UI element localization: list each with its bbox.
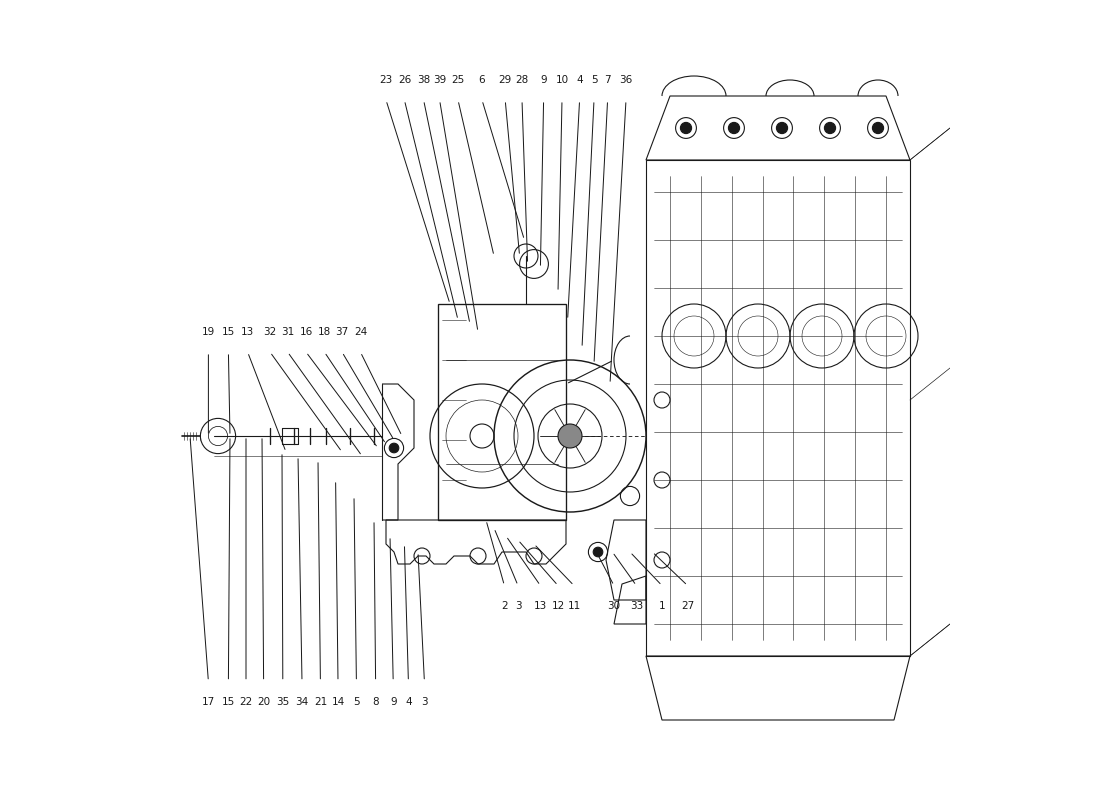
- Text: 33: 33: [630, 601, 644, 610]
- Text: 16: 16: [299, 327, 312, 337]
- Text: 11: 11: [568, 601, 581, 610]
- Text: 6: 6: [478, 75, 485, 85]
- Text: 7: 7: [604, 75, 611, 85]
- Text: 15: 15: [222, 697, 235, 706]
- Circle shape: [681, 122, 692, 134]
- Text: 9: 9: [540, 75, 547, 85]
- Text: 39: 39: [433, 75, 447, 85]
- Text: 20: 20: [257, 697, 271, 706]
- Text: 10: 10: [556, 75, 569, 85]
- Text: 2: 2: [502, 601, 508, 610]
- Text: 1: 1: [659, 601, 666, 610]
- Text: 5: 5: [353, 697, 360, 706]
- Text: 14: 14: [331, 697, 344, 706]
- Circle shape: [593, 547, 603, 557]
- Text: 37: 37: [336, 327, 349, 337]
- Text: 13: 13: [534, 601, 547, 610]
- Circle shape: [558, 424, 582, 448]
- Text: 19: 19: [201, 327, 214, 337]
- Text: 25: 25: [451, 75, 464, 85]
- Circle shape: [728, 122, 739, 134]
- Text: 15: 15: [222, 327, 235, 337]
- Text: 26: 26: [398, 75, 411, 85]
- Text: 36: 36: [619, 75, 632, 85]
- Text: 22: 22: [240, 697, 253, 706]
- Text: 3: 3: [421, 697, 428, 706]
- Text: 31: 31: [280, 327, 294, 337]
- Text: 27: 27: [681, 601, 694, 610]
- Text: 35: 35: [276, 697, 289, 706]
- Text: 4: 4: [405, 697, 411, 706]
- Circle shape: [872, 122, 883, 134]
- Circle shape: [777, 122, 788, 134]
- Text: 18: 18: [318, 327, 331, 337]
- Text: 21: 21: [314, 697, 327, 706]
- Text: 8: 8: [372, 697, 378, 706]
- Text: 13: 13: [241, 327, 254, 337]
- Text: 24: 24: [354, 327, 367, 337]
- Text: 5: 5: [591, 75, 597, 85]
- Text: 23: 23: [379, 75, 393, 85]
- Text: 9: 9: [389, 697, 396, 706]
- Text: 28: 28: [516, 75, 529, 85]
- Text: 29: 29: [498, 75, 512, 85]
- Circle shape: [389, 443, 399, 453]
- Circle shape: [824, 122, 836, 134]
- Text: 3: 3: [515, 601, 521, 610]
- Text: 17: 17: [201, 697, 214, 706]
- Text: 4: 4: [576, 75, 583, 85]
- Text: 34: 34: [296, 697, 309, 706]
- Text: 30: 30: [607, 601, 620, 610]
- Text: 38: 38: [417, 75, 430, 85]
- Text: 32: 32: [263, 327, 276, 337]
- Text: 12: 12: [551, 601, 564, 610]
